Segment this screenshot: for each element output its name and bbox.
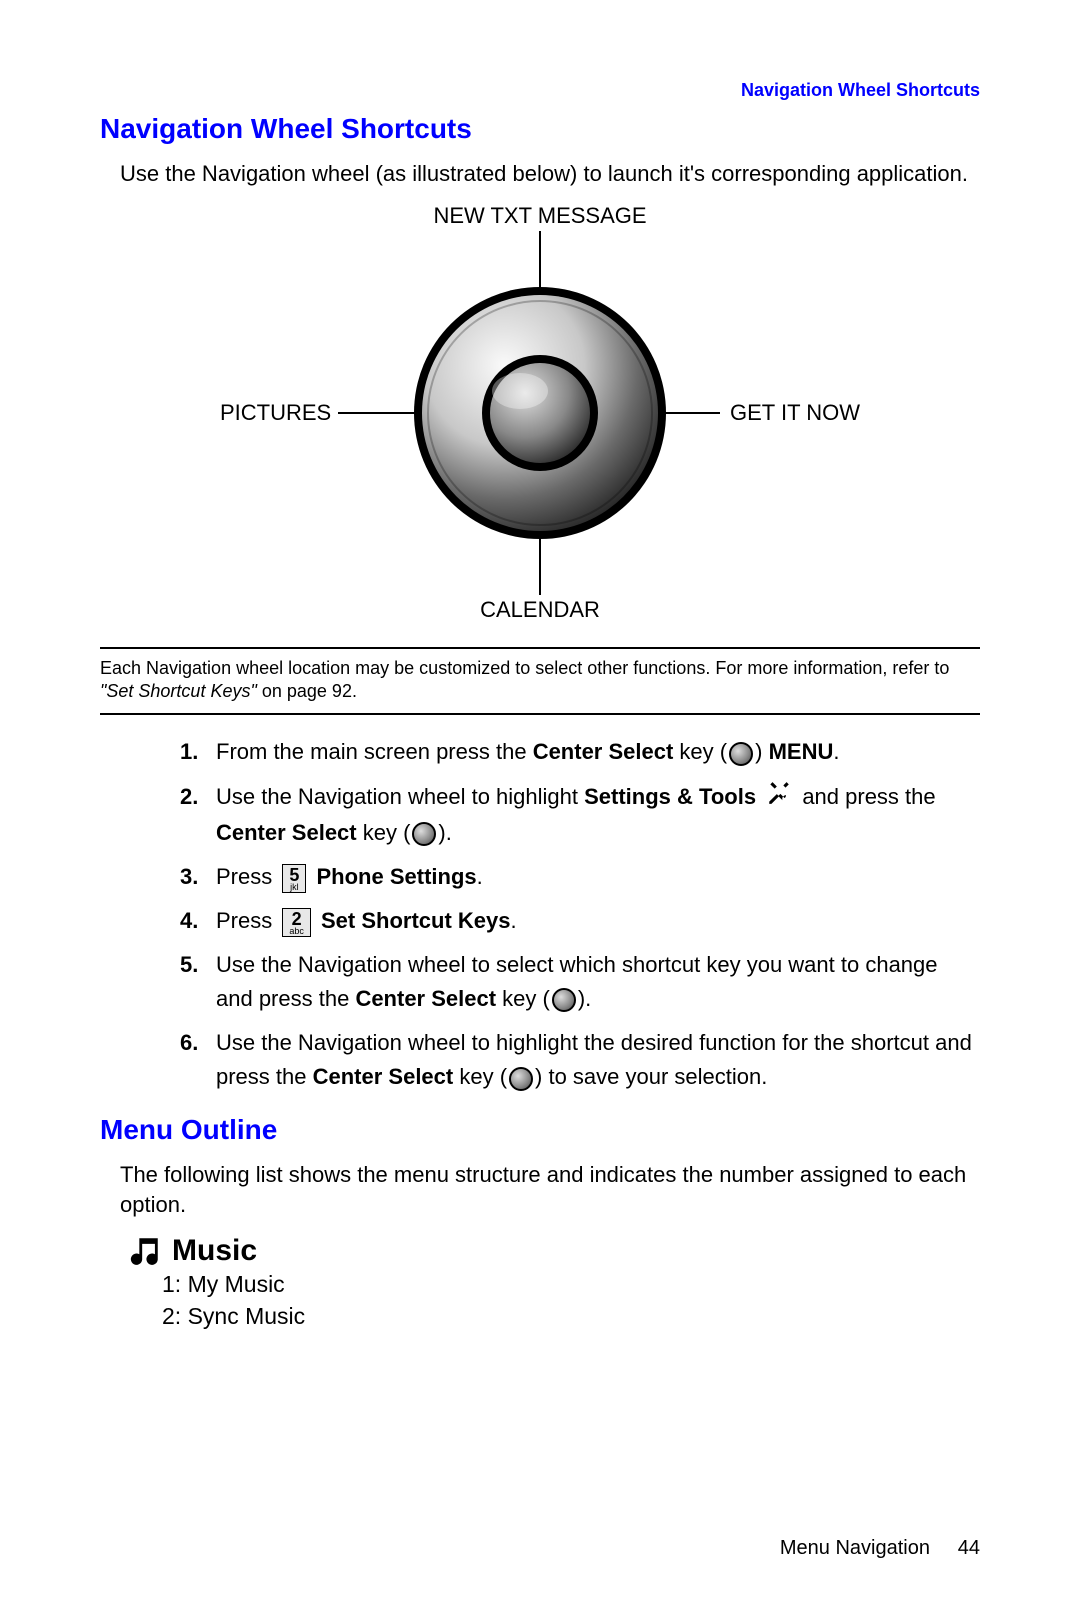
step-5: 5. Use the Navigation wheel to select wh…: [180, 948, 980, 1016]
page-footer: Menu Navigation 44: [780, 1537, 980, 1560]
music-item-1: 1: My Music: [162, 1268, 980, 1300]
music-item-2: 2: Sync Music: [162, 1300, 980, 1332]
step2-text-b: and press the: [802, 784, 935, 809]
step1-text-d: .: [833, 739, 839, 764]
intro-text: Use the Navigation wheel (as illustrated…: [120, 159, 980, 189]
step-3: 3. Press 5jkl Phone Settings.: [180, 860, 980, 894]
center-select-icon: [509, 1067, 533, 1091]
menu-outline-intro: The following list shows the menu struct…: [120, 1160, 980, 1219]
step2-bold1: Settings & Tools: [584, 784, 756, 809]
step5-text-b: key (: [496, 986, 550, 1011]
step5-text-c: ).: [578, 986, 591, 1011]
step6-text-b: key (: [453, 1064, 507, 1089]
music-title: Music: [172, 1234, 257, 1268]
customize-note: Each Navigation wheel location may be cu…: [100, 657, 980, 704]
step-6: 6. Use the Navigation wheel to highlight…: [180, 1026, 980, 1094]
note-text-a: Each Navigation wheel location may be cu…: [100, 658, 949, 678]
section-title-nav-shortcuts: Navigation Wheel Shortcuts: [100, 113, 980, 145]
tools-icon: [766, 780, 792, 816]
nav-wheel-icon: [410, 283, 670, 543]
step3-text-b: .: [477, 864, 483, 889]
diagram-label-top: NEW TXT MESSAGE: [433, 203, 646, 229]
footer-section: Menu Navigation: [780, 1537, 930, 1559]
step4-bold: Set Shortcut Keys: [321, 908, 511, 933]
step-4: 4. Press 2abc Set Shortcut Keys.: [180, 904, 980, 938]
divider-top: [100, 647, 980, 649]
step1-text-a: From the main screen press the: [216, 739, 533, 764]
step-1: 1. From the main screen press the Center…: [180, 735, 980, 769]
step6-text-c: ) to save your selection.: [535, 1064, 767, 1089]
section-title-menu-outline: Menu Outline: [100, 1114, 980, 1146]
step-2: 2. Use the Navigation wheel to highlight…: [180, 780, 980, 850]
running-header: Navigation Wheel Shortcuts: [100, 80, 980, 101]
step2-bold2: Center Select: [216, 820, 357, 845]
diagram-label-left: PICTURES: [220, 400, 331, 426]
step1-text-b: key (: [673, 739, 727, 764]
step3-text-a: Press: [216, 864, 278, 889]
note-italic: "Set Shortcut Keys": [100, 681, 257, 701]
step6-bold: Center Select: [313, 1064, 454, 1089]
step1-bold1: Center Select: [533, 739, 674, 764]
steps-list: 1. From the main screen press the Center…: [180, 735, 980, 1094]
music-icon: [128, 1234, 162, 1268]
step3-bold: Phone Settings: [317, 864, 477, 889]
music-items: 1: My Music 2: Sync Music: [162, 1268, 980, 1332]
step2-text-a: Use the Navigation wheel to highlight: [216, 784, 584, 809]
step5-bold: Center Select: [355, 986, 496, 1011]
keypad-5-icon: 5jkl: [282, 864, 306, 893]
step2-text-d: ).: [438, 820, 451, 845]
divider-bottom: [100, 713, 980, 715]
center-select-icon: [729, 742, 753, 766]
center-select-icon: [552, 988, 576, 1012]
footer-page: 44: [958, 1537, 980, 1559]
music-heading: Music: [128, 1234, 980, 1268]
step1-text-c: ): [755, 739, 768, 764]
step1-bold2: MENU: [769, 739, 834, 764]
keypad-2-icon: 2abc: [282, 908, 311, 937]
center-select-icon: [412, 822, 436, 846]
step5-text-a: Use the Navigation wheel to select which…: [216, 952, 938, 1011]
step2-text-c: key (: [357, 820, 411, 845]
diagram-label-bottom: CALENDAR: [480, 597, 600, 623]
step4-text-a: Press: [216, 908, 278, 933]
note-text-b: on page 92.: [257, 681, 357, 701]
step4-text-b: .: [511, 908, 517, 933]
nav-wheel-diagram: NEW TXT MESSAGE CALENDAR PICTURES GET IT…: [100, 203, 980, 623]
diagram-label-right: GET IT NOW: [730, 400, 860, 426]
